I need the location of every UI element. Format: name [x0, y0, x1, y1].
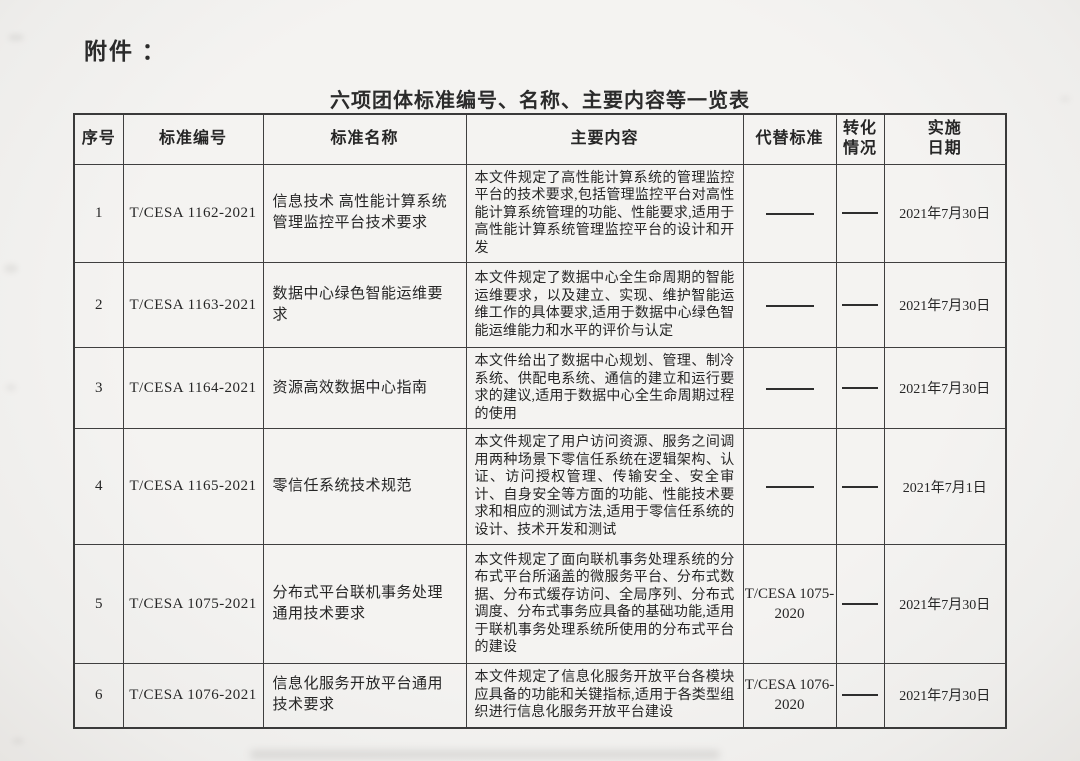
cell-transform — [835, 163, 885, 263]
em-dash-placeholder — [842, 694, 878, 697]
em-dash-placeholder — [842, 485, 878, 488]
em-dash-placeholder — [842, 212, 878, 215]
table-row: 6 T/CESA 1076-2021 信息化服务开放平台通用技术要求 本文件规定了信息… — [73, 663, 1007, 728]
cell-name: 零信任系统技术规范 — [262, 428, 467, 545]
cell-date: 2021年7月1日 — [883, 428, 1007, 545]
cell-index: 2 — [73, 262, 124, 348]
scan-artifact — [4, 264, 18, 273]
cell-replaces — [742, 428, 837, 545]
column-header-code: 标准编号 — [122, 113, 264, 165]
column-header-index: 序号 — [73, 113, 124, 165]
column-header-name: 标准名称 — [262, 113, 467, 165]
cell-date: 2021年7月30日 — [883, 347, 1007, 429]
cell-code: T/CESA 1163-2021 — [122, 262, 264, 348]
cell-code: T/CESA 1076-2021 — [122, 663, 264, 728]
column-header-content: 主要内容 — [465, 113, 744, 165]
cell-content: 本文件规定了用户访问资源、服务之间调用两种场景下零信任系统在逻辑架构、认证、访问… — [465, 428, 744, 545]
cell-replaces: T/CESA 1075-2020 — [742, 544, 837, 664]
table-row: 3 T/CESA 1164-2021 资源高效数据中心指南 本文件给出了数据中心规划、… — [73, 347, 1007, 429]
cell-transform — [835, 262, 885, 348]
em-dash-placeholder — [765, 304, 814, 307]
em-dash-placeholder — [842, 387, 878, 390]
column-header-replaces: 代替标准 — [742, 113, 837, 165]
cell-code: T/CESA 1075-2021 — [122, 544, 264, 664]
cell-index: 5 — [73, 544, 124, 664]
attachment-label: 附件 ： — [84, 39, 167, 64]
table-row: 5 T/CESA 1075-2021 分布式平台联机事务处理通用技术要求 本文件规定了… — [73, 544, 1007, 664]
cell-content: 本文件规定了信息化服务开放平台各模块应具备的功能和关键指标,适用于各类型组织进行… — [465, 663, 744, 728]
scan-artifact — [6, 384, 16, 391]
cell-transform — [835, 347, 885, 429]
table-row: 4 T/CESA 1165-2021 零信任系统技术规范 本文件规定了用户访问资源、服… — [73, 428, 1007, 545]
cell-transform — [835, 663, 885, 728]
cell-name: 数据中心绿色智能运维要求 — [262, 262, 467, 348]
cell-date: 2021年7月30日 — [883, 544, 1007, 664]
em-dash-placeholder — [765, 212, 814, 215]
em-dash-placeholder — [842, 603, 878, 606]
cell-name: 资源高效数据中心指南 — [262, 347, 467, 429]
cell-code: T/CESA 1162-2021 — [122, 163, 264, 263]
cell-name: 信息技术 高性能计算系统管理监控平台技术要求 — [262, 163, 467, 263]
standards-table: 序号 标准编号 标准名称 主要内容 代替标准 转化 情况 实施 日期 1 T/CESA 116… — [73, 113, 1007, 729]
scan-artifact — [8, 34, 24, 41]
cell-index: 3 — [73, 347, 124, 429]
table-row: 2 T/CESA 1163-2021 数据中心绿色智能运维要求 本文件规定了数据中心全… — [73, 262, 1007, 348]
table-body: 1 T/CESA 1162-2021 信息技术 高性能计算系统管理监控平台技术要求本… — [73, 163, 1007, 728]
em-dash-placeholder — [765, 387, 814, 390]
cell-replaces — [742, 262, 837, 348]
column-header-transform: 转化 情况 — [835, 113, 885, 165]
page-title: 六项团体标准编号、名称、主要内容等一览表 — [330, 90, 750, 112]
cell-name: 分布式平台联机事务处理通用技术要求 — [262, 544, 467, 664]
standards-table-container: 序号 标准编号 标准名称 主要内容 代替标准 转化 情况 实施 日期 1 T/CESA 116… — [73, 113, 1007, 729]
cell-transform — [835, 428, 885, 545]
cell-content: 本文件规定了面向联机事务处理系统的分布式平台所涵盖的微服务平台、分布式数据、分布… — [465, 544, 744, 664]
cell-date: 2021年7月30日 — [883, 663, 1007, 728]
table-header-row: 序号 标准编号 标准名称 主要内容 代替标准 转化 情况 实施 日期 — [73, 113, 1007, 165]
cell-index: 1 — [73, 163, 124, 263]
cell-code: T/CESA 1164-2021 — [122, 347, 264, 429]
cell-content: 本文件规定了数据中心全生命周期的智能运维要求，以及建立、实现、维护智能运维工作的… — [465, 262, 744, 348]
table-header: 序号 标准编号 标准名称 主要内容 代替标准 转化 情况 实施 日期 — [73, 113, 1007, 165]
column-header-date: 实施 日期 — [883, 113, 1007, 165]
cell-replaces: T/CESA 1076-2020 — [742, 663, 837, 728]
em-dash-placeholder — [842, 304, 878, 307]
cell-date: 2021年7月30日 — [883, 262, 1007, 348]
cell-content: 本文件规定了高性能计算系统的管理监控平台的技术要求,包括管理监控平台对高性能计算… — [465, 163, 744, 263]
cell-replaces — [742, 163, 837, 263]
cell-index: 4 — [73, 428, 124, 545]
cell-date: 2021年7月30日 — [883, 163, 1007, 263]
cell-index: 6 — [73, 663, 124, 728]
cell-code: T/CESA 1165-2021 — [122, 428, 264, 545]
scan-artifact — [250, 750, 720, 759]
cell-name: 信息化服务开放平台通用技术要求 — [262, 663, 467, 728]
cell-transform — [835, 544, 885, 664]
cell-replaces — [742, 347, 837, 429]
cell-content: 本文件给出了数据中心规划、管理、制冷系统、供配电系统、通信的建立和运行要求的建议… — [465, 347, 744, 429]
em-dash-placeholder — [765, 486, 814, 489]
scan-artifact — [12, 738, 24, 744]
table-row: 1 T/CESA 1162-2021 信息技术 高性能计算系统管理监控平台技术要求本… — [73, 163, 1007, 263]
